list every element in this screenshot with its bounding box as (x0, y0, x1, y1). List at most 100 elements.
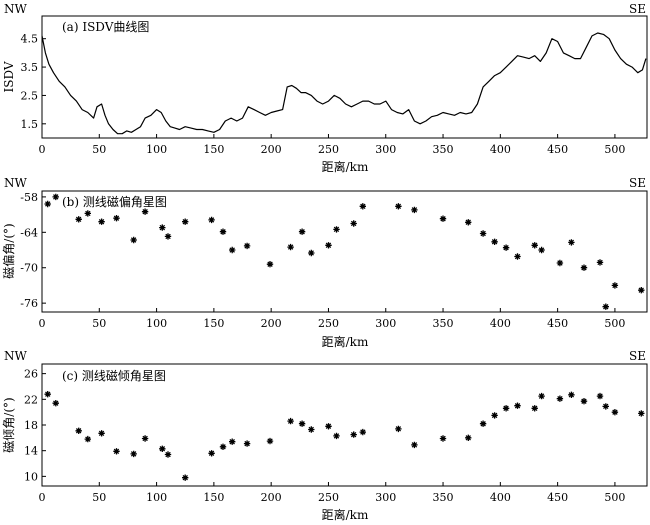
data-point-star (98, 430, 105, 437)
data-point-star (465, 434, 472, 441)
y-tick-label: -64 (20, 226, 38, 239)
panel-title: (b) 测线磁偏角星图 (62, 194, 167, 209)
data-point-star (491, 412, 498, 419)
y-tick-label: 3.5 (21, 61, 39, 74)
x-tick-label: 0 (39, 143, 46, 156)
y-tick-label: 26 (24, 368, 38, 381)
y-tick-label: 2.5 (21, 89, 39, 102)
x-tick-label: 350 (433, 143, 454, 156)
data-point-star (141, 435, 149, 442)
panel-a: NW SE (a) ISDV曲线图 ISDV 距离/km 0 50 100 150 20… (2, 2, 648, 174)
y-axis-label: 磁偏角/(°) (1, 223, 16, 278)
data-point-star (98, 218, 105, 225)
data-point-star (159, 224, 166, 231)
x-tick-label: 50 (92, 317, 106, 330)
data-point-star (219, 228, 227, 235)
data-point-star (411, 441, 418, 449)
data-point-star (638, 287, 645, 294)
y-axis-label: 磁倾角/(°) (1, 397, 16, 452)
x-tick-label: 450 (547, 143, 568, 156)
x-tick-label: 300 (375, 317, 396, 330)
data-point-star (514, 402, 521, 409)
data-point-star (243, 242, 251, 250)
data-point-star (531, 242, 538, 249)
data-point-star (491, 238, 498, 245)
x-tick-label: 350 (433, 317, 454, 330)
data-point-star (229, 246, 236, 254)
data-point-star (298, 420, 306, 427)
data-point-star (568, 391, 575, 398)
x-axis-label: 距离/km (322, 334, 369, 349)
x-tick-label: 0 (39, 317, 46, 330)
x-tick-label: 100 (146, 143, 167, 156)
data-point-star (538, 392, 545, 400)
x-tick-label: 200 (261, 317, 282, 330)
data-point-star (266, 261, 274, 268)
data-point-star (113, 448, 120, 455)
corner-se-label: SE (629, 176, 646, 190)
data-point-star (333, 432, 340, 440)
data-point-star (308, 426, 315, 433)
panel-title: (a) ISDV曲线图 (62, 20, 149, 34)
data-point-star (611, 282, 619, 289)
panel-b: NW SE (b) 测线磁偏角星图 磁偏角/(°) 距离/km 0 50 100 15… (1, 176, 648, 349)
y-tick-label: -76 (20, 297, 38, 310)
data-point-star (44, 200, 51, 208)
data-point-star (596, 259, 604, 266)
data-point-star (84, 210, 91, 217)
x-tick-label: 0 (39, 491, 46, 504)
data-point-star (52, 193, 59, 201)
corner-se-label: SE (629, 2, 646, 16)
x-tick-label: 450 (547, 491, 568, 504)
x-tick-label: 100 (146, 317, 167, 330)
data-point-star (182, 218, 189, 225)
data-point-star (141, 208, 149, 215)
corner-nw-label: NW (4, 2, 28, 16)
data-point-star (502, 405, 510, 412)
data-point-star (568, 239, 575, 246)
data-point-star (359, 203, 366, 210)
y-tick-label: 18 (24, 419, 38, 432)
data-point-star (130, 236, 137, 244)
x-tick-label: 300 (375, 143, 396, 156)
data-point-star (229, 438, 236, 445)
x-tick-label: 50 (92, 491, 106, 504)
data-point-star (164, 233, 172, 240)
x-tick-label: 400 (490, 491, 511, 504)
data-point-star (75, 427, 82, 434)
data-point-star (479, 420, 487, 427)
data-point-star (325, 242, 332, 249)
y-tick-label: -58 (20, 191, 38, 204)
y-tick-label: 1.5 (21, 118, 39, 131)
data-point-star (602, 303, 609, 310)
panel-title: (c) 测线磁倾角星图 (62, 368, 166, 383)
x-axis-label: 距离/km (322, 507, 369, 522)
x-tick-label: 250 (318, 317, 339, 330)
data-point-star (411, 206, 418, 214)
x-tick-label: 500 (604, 143, 625, 156)
x-tick-label: 300 (375, 491, 396, 504)
x-tick-label: 400 (490, 317, 511, 330)
data-point-star (514, 253, 521, 260)
y-tick-label: 4.5 (21, 33, 39, 46)
series-line (41, 32, 647, 135)
data-point-star (465, 219, 472, 226)
x-tick-label: 50 (92, 143, 106, 156)
data-point-star (266, 437, 274, 445)
data-point-star (75, 216, 82, 223)
data-point-star (556, 395, 564, 402)
data-point-star (556, 259, 564, 267)
data-point-star (439, 215, 447, 222)
plot-frame (41, 15, 648, 139)
data-point-star (208, 450, 215, 457)
x-tick-label: 350 (433, 491, 454, 504)
y-tick-label: 14 (24, 445, 38, 458)
x-tick-label: 450 (547, 317, 568, 330)
data-point-star (439, 435, 447, 442)
x-tick-label: 500 (604, 491, 625, 504)
x-tick-label: 150 (203, 317, 224, 330)
x-axis-label: 距离/km (322, 159, 369, 174)
corner-nw-label: NW (4, 349, 28, 363)
x-tick-label: 250 (318, 491, 339, 504)
